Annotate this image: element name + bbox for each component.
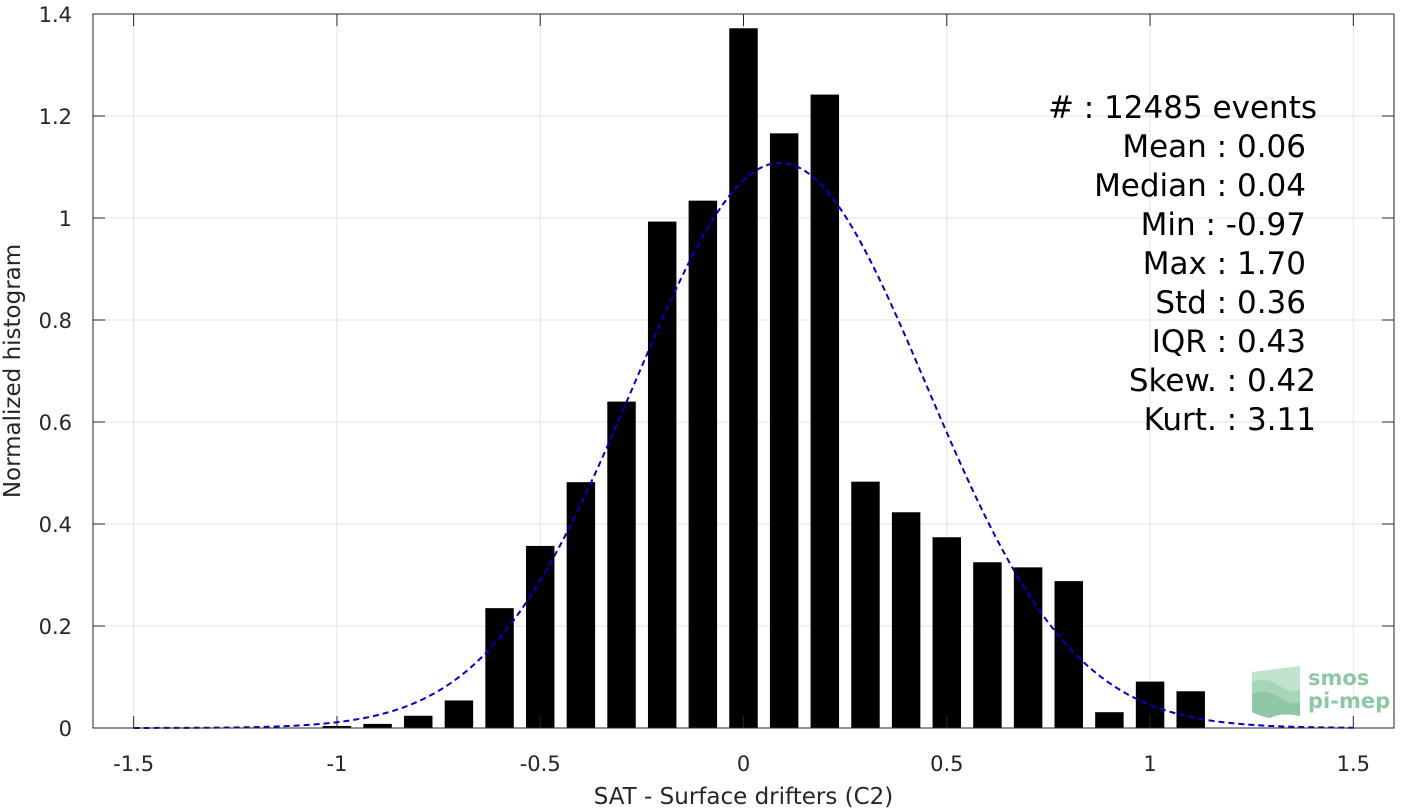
stat-line: Median : 0.04 bbox=[1094, 168, 1306, 204]
stat-line: Mean : 0.06 bbox=[1122, 129, 1306, 165]
y-tick-label: 0.4 bbox=[39, 513, 72, 537]
x-tick-label: 1 bbox=[1143, 752, 1156, 776]
histogram-bar bbox=[363, 723, 392, 728]
histogram-bar bbox=[729, 28, 758, 728]
histogram-bar bbox=[932, 537, 962, 728]
histogram-bar bbox=[566, 482, 596, 728]
histogram-bar bbox=[647, 221, 677, 728]
histogram-bar bbox=[485, 608, 514, 728]
y-tick-label: 0.2 bbox=[39, 615, 72, 639]
stat-line: # : 12485 events bbox=[1048, 90, 1317, 126]
axis-ticks bbox=[93, 13, 1394, 729]
y-tick-label: 0.8 bbox=[39, 309, 72, 333]
y-tick-label: 1.4 bbox=[39, 3, 72, 27]
x-tick-label: 1.5 bbox=[1337, 752, 1370, 776]
histogram-bar bbox=[973, 562, 1002, 728]
histogram-bar bbox=[1176, 691, 1205, 728]
histogram-bar bbox=[1095, 712, 1124, 728]
x-axis-label: SAT - Surface drifters (C2) bbox=[594, 784, 894, 809]
histogram-bar bbox=[851, 481, 880, 728]
histogram-bar bbox=[607, 401, 636, 728]
smos-pimep-logo: smos pi-mep bbox=[1252, 666, 1390, 718]
y-tick-label: 1.2 bbox=[39, 105, 72, 129]
y-tick-label: 1 bbox=[59, 207, 72, 231]
histogram-bar bbox=[810, 94, 840, 728]
y-tick-labels: 0 0.2 0.4 0.6 0.8 1 1.2 1.4 bbox=[39, 3, 72, 741]
x-tick-labels: -1.5 -1 -0.5 0 0.5 1 1.5 bbox=[113, 752, 1370, 776]
x-tick-label: -1 bbox=[326, 752, 347, 776]
histogram-bar bbox=[444, 700, 474, 728]
x-tick-label: 0 bbox=[737, 752, 750, 776]
logo-text-smos: smos bbox=[1308, 666, 1369, 690]
logo-text-pimep: pi-mep bbox=[1308, 689, 1390, 713]
stat-line: Skew. : 0.42 bbox=[1129, 363, 1316, 399]
x-tick-label: 0.5 bbox=[930, 752, 963, 776]
stat-line: Min : -0.97 bbox=[1141, 207, 1306, 243]
x-tick-label: -0.5 bbox=[520, 752, 561, 776]
histogram-bar bbox=[769, 133, 799, 729]
stat-line: Max : 1.70 bbox=[1143, 246, 1306, 282]
histogram-bar bbox=[688, 200, 718, 728]
histogram-bars bbox=[322, 28, 1205, 729]
wave-stack-icon bbox=[1252, 666, 1300, 718]
histogram-bar bbox=[404, 715, 433, 728]
histogram-bar bbox=[891, 512, 921, 728]
stat-line: IQR : 0.43 bbox=[1152, 324, 1306, 360]
histogram-bar bbox=[1054, 581, 1083, 728]
y-tick-label: 0.6 bbox=[39, 411, 72, 435]
histogram-bar bbox=[1013, 567, 1043, 728]
y-tick-label: 0 bbox=[59, 717, 72, 741]
x-tick-label: -1.5 bbox=[113, 752, 154, 776]
histogram-bar bbox=[525, 545, 555, 728]
stat-line: Kurt. : 3.11 bbox=[1144, 402, 1316, 438]
y-axis-label: Normalized histogram bbox=[0, 244, 26, 498]
stat-line: Std : 0.36 bbox=[1155, 285, 1306, 321]
